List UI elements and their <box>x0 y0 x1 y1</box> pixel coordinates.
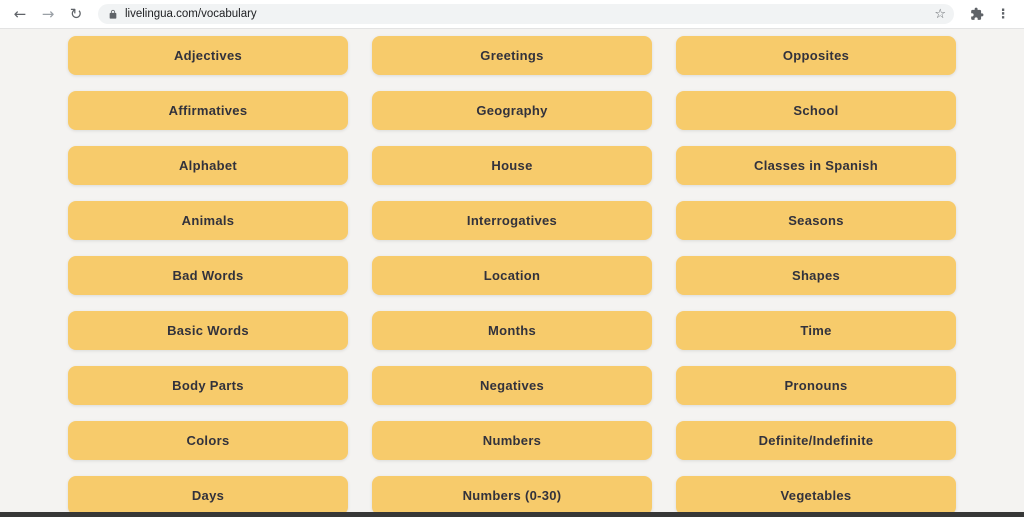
lock-icon[interactable] <box>108 9 118 20</box>
category-label: Geography <box>476 103 548 118</box>
category-label: Definite/Indefinite <box>758 433 874 448</box>
category-button[interactable]: Numbers <box>372 421 652 460</box>
category-button[interactable]: Seasons <box>676 201 956 240</box>
browser-menu-button[interactable]: ⋮ <box>992 2 1014 26</box>
forward-button[interactable]: → <box>36 2 60 26</box>
category-button[interactable]: Alphabet <box>68 146 348 185</box>
category-label: Months <box>487 323 536 338</box>
category-label: Classes in Spanish <box>754 158 878 173</box>
bottom-bar <box>0 512 1024 517</box>
category-label: Numbers (0-30) <box>462 488 562 503</box>
category-label: Bad Words <box>172 268 244 283</box>
category-label: House <box>491 158 533 173</box>
category-button[interactable]: Definite/Indefinite <box>676 421 956 460</box>
category-button[interactable]: Colors <box>68 421 348 460</box>
category-label: Negatives <box>479 378 545 393</box>
reload-button[interactable]: ↻ <box>64 2 88 26</box>
category-button[interactable]: Interrogatives <box>372 201 652 240</box>
category-button[interactable]: Greetings <box>372 36 652 75</box>
category-button[interactable]: Geography <box>372 91 652 130</box>
category-label: Adjectives <box>173 48 243 63</box>
category-label: Vegetables <box>780 488 852 503</box>
category-button[interactable]: Classes in Spanish <box>676 146 956 185</box>
category-label: Basic Words <box>167 323 249 338</box>
category-label: Location <box>483 268 541 283</box>
category-label: Opposites <box>782 48 850 63</box>
category-label: Animals <box>181 213 235 228</box>
category-label: Shapes <box>791 268 841 283</box>
category-button[interactable]: Body Parts <box>68 366 348 405</box>
category-button[interactable]: Time <box>676 311 956 350</box>
category-button[interactable]: Negatives <box>372 366 652 405</box>
category-button[interactable]: Pronouns <box>676 366 956 405</box>
three-dot-menu-icon: ⋮ <box>996 6 1010 22</box>
category-label: Alphabet <box>178 158 237 173</box>
category-button[interactable]: House <box>372 146 652 185</box>
url-text: livelingua.com/vocabulary <box>125 8 257 20</box>
address-bar[interactable]: livelingua.com/vocabulary ☆ <box>98 4 954 24</box>
category-label: School <box>793 103 839 118</box>
category-button[interactable]: Opposites <box>676 36 956 75</box>
category-button[interactable]: Location <box>372 256 652 295</box>
category-label: Interrogatives <box>466 213 558 228</box>
category-grid: Adjectives Greetings Opposites Affirmatives… <box>0 36 1024 515</box>
category-label: Time <box>800 323 832 338</box>
category-button[interactable]: Months <box>372 311 652 350</box>
back-button[interactable]: ← <box>8 2 32 26</box>
bookmark-star-icon[interactable]: ☆ <box>934 6 946 22</box>
category-button[interactable]: School <box>676 91 956 130</box>
category-button[interactable]: Basic Words <box>68 311 348 350</box>
category-button[interactable]: Numbers (0-30) <box>372 476 652 515</box>
category-button[interactable]: Shapes <box>676 256 956 295</box>
category-label: Numbers <box>482 433 542 448</box>
category-button[interactable]: Vegetables <box>676 476 956 515</box>
category-label: Greetings <box>480 48 544 63</box>
category-label: Pronouns <box>784 378 848 393</box>
category-button[interactable]: Days <box>68 476 348 515</box>
category-label: Seasons <box>788 213 844 228</box>
puzzle-piece-icon <box>971 7 984 20</box>
category-label: Colors <box>186 433 230 448</box>
category-label: Days <box>191 488 225 503</box>
category-label: Affirmatives <box>168 103 248 118</box>
browser-toolbar: ← → ↻ livelingua.com/vocabulary ☆ ⋮ <box>0 0 1024 29</box>
category-label: Body Parts <box>172 378 244 393</box>
category-button[interactable]: Animals <box>68 201 348 240</box>
extensions-icon[interactable] <box>966 2 988 26</box>
page-content: Adjectives Greetings Opposites Affirmatives… <box>0 29 1024 517</box>
category-button[interactable]: Affirmatives <box>68 91 348 130</box>
category-button[interactable]: Bad Words <box>68 256 348 295</box>
category-button[interactable]: Adjectives <box>68 36 348 75</box>
